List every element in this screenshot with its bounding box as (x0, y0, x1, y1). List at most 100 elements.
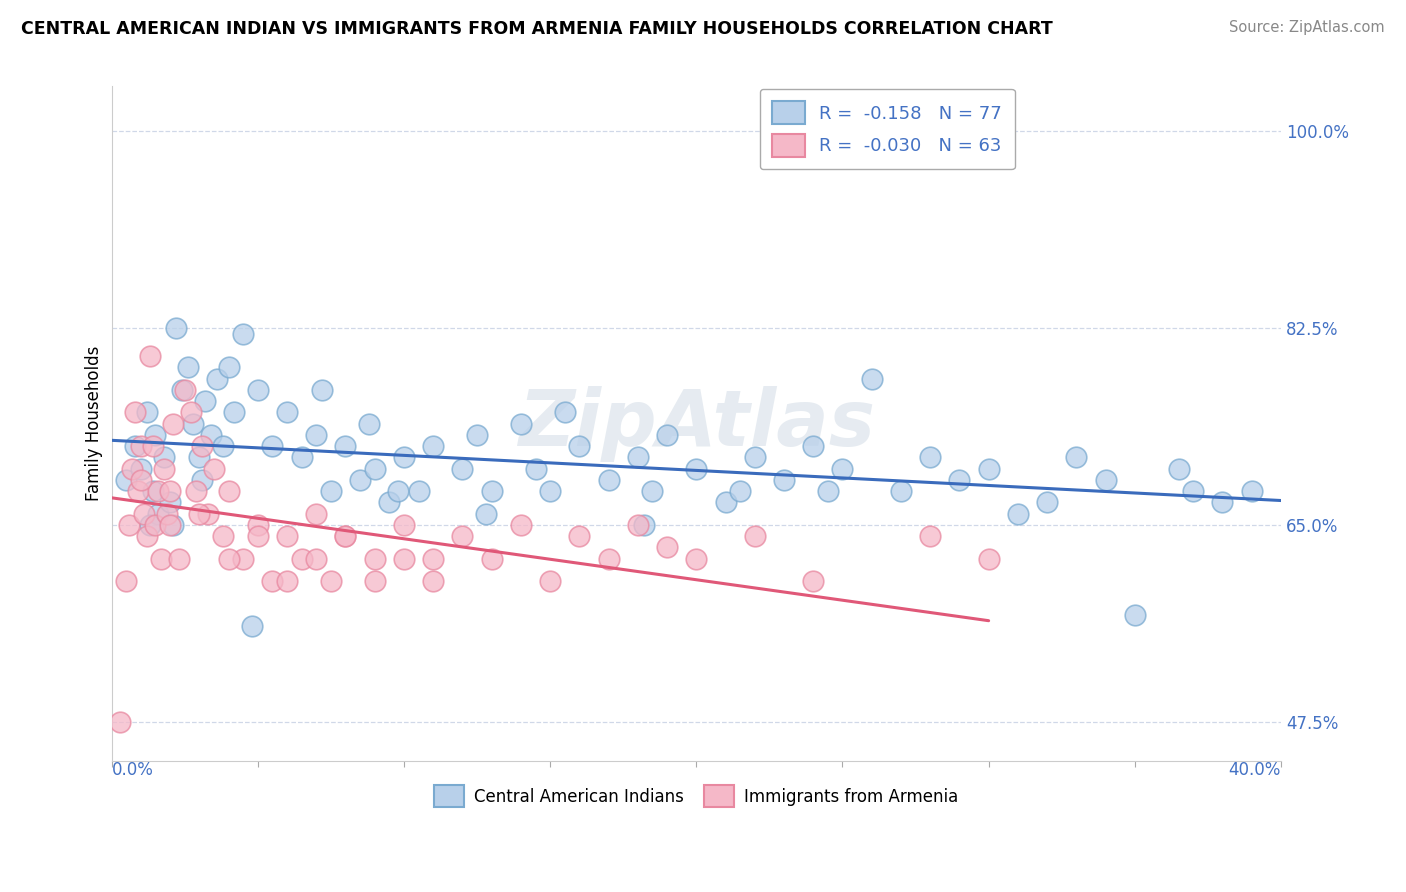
Point (364, 461, 387, 475)
Point (890, 484, 912, 499)
Point (167, 551, 190, 566)
Point (197, 507, 219, 521)
Point (232, 326, 254, 341)
Point (319, 574, 342, 589)
Point (392, 450, 415, 465)
Point (744, 450, 766, 465)
Point (1240, 484, 1263, 499)
Point (598, 473, 620, 487)
Point (422, 551, 444, 566)
Point (1036, 495, 1059, 509)
Point (153, 461, 176, 475)
Point (224, 405, 246, 419)
Point (920, 529, 942, 543)
Point (291, 551, 314, 566)
Point (655, 428, 678, 442)
Point (135, 405, 157, 419)
Text: ZipAtlas: ZipAtlas (517, 385, 875, 462)
Point (451, 461, 474, 475)
Point (305, 551, 328, 566)
Point (598, 551, 620, 566)
Point (860, 372, 883, 386)
Text: Source: ZipAtlas.com: Source: ZipAtlas.com (1229, 20, 1385, 35)
Point (162, 517, 184, 532)
Point (148, 484, 170, 499)
Point (920, 450, 942, 465)
Point (685, 461, 707, 475)
Point (1167, 461, 1189, 475)
Point (165, 321, 187, 335)
Point (335, 439, 357, 453)
Point (335, 529, 357, 543)
Point (138, 349, 160, 363)
Point (305, 428, 328, 442)
Point (129, 461, 152, 475)
Point (138, 517, 160, 532)
Point (232, 551, 254, 566)
Point (145, 517, 167, 532)
Point (124, 439, 146, 453)
Point (364, 574, 387, 589)
Point (188, 450, 211, 465)
Point (538, 484, 561, 499)
Point (554, 405, 576, 419)
Point (568, 529, 591, 543)
Point (153, 450, 176, 465)
Point (186, 484, 208, 499)
Point (115, 473, 138, 487)
Point (1123, 607, 1146, 622)
Point (121, 461, 143, 475)
Point (305, 507, 328, 521)
Point (110, 714, 132, 729)
Point (817, 484, 839, 499)
Point (408, 484, 430, 499)
Point (633, 517, 655, 532)
Text: 0.0%: 0.0% (111, 761, 153, 779)
Point (728, 484, 751, 499)
Point (714, 495, 737, 509)
Text: CENTRAL AMERICAN INDIAN VS IMMIGRANTS FROM ARMENIA FAMILY HOUSEHOLDS CORRELATION: CENTRAL AMERICAN INDIAN VS IMMIGRANTS FR… (21, 20, 1053, 37)
Point (773, 473, 796, 487)
Point (246, 529, 269, 543)
Point (509, 517, 531, 532)
Point (145, 428, 167, 442)
Point (641, 484, 664, 499)
Text: 40.0%: 40.0% (1229, 761, 1281, 779)
Point (451, 529, 474, 543)
Legend: Central American Indians, Immigrants from Armenia: Central American Indians, Immigrants fro… (427, 779, 965, 814)
Point (191, 473, 214, 487)
Point (311, 383, 333, 397)
Point (118, 517, 141, 532)
Point (744, 529, 766, 543)
Point (205, 372, 228, 386)
Point (194, 394, 217, 409)
Point (129, 439, 152, 453)
Point (685, 551, 707, 566)
Point (627, 450, 650, 465)
Point (162, 417, 184, 431)
Point (568, 439, 591, 453)
Point (977, 461, 1000, 475)
Point (180, 405, 202, 419)
Point (291, 450, 314, 465)
Point (170, 383, 193, 397)
Point (218, 551, 240, 566)
Point (218, 484, 240, 499)
Point (200, 428, 222, 442)
Point (364, 551, 387, 566)
Point (335, 529, 357, 543)
Point (481, 551, 503, 566)
Point (173, 383, 195, 397)
Point (1007, 507, 1029, 521)
Point (188, 507, 211, 521)
Point (276, 574, 298, 589)
Point (1066, 450, 1088, 465)
Point (349, 473, 371, 487)
Y-axis label: Family Households: Family Households (86, 346, 103, 501)
Point (159, 517, 181, 532)
Point (422, 574, 444, 589)
Point (127, 484, 149, 499)
Point (176, 360, 198, 375)
Point (524, 461, 547, 475)
Point (801, 439, 824, 453)
